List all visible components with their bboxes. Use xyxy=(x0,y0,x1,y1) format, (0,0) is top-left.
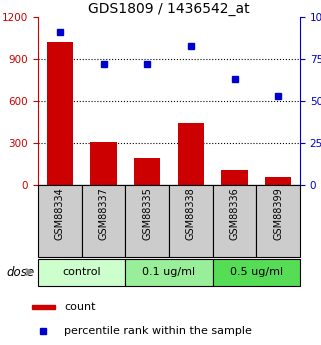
Text: count: count xyxy=(64,302,96,312)
Bar xyxy=(265,177,291,185)
Bar xyxy=(32,305,55,309)
Text: GSM88336: GSM88336 xyxy=(230,187,239,240)
Bar xyxy=(213,185,256,257)
Text: GSM88334: GSM88334 xyxy=(55,187,65,240)
Bar xyxy=(38,258,125,286)
Text: 0.5 ug/ml: 0.5 ug/ml xyxy=(230,267,283,277)
Bar xyxy=(47,42,73,185)
Text: 0.1 ug/ml: 0.1 ug/ml xyxy=(143,267,195,277)
Text: dose: dose xyxy=(6,266,35,278)
Text: GSM88338: GSM88338 xyxy=(186,187,196,240)
Bar xyxy=(38,185,82,257)
Text: GSM88399: GSM88399 xyxy=(273,187,283,240)
Text: control: control xyxy=(62,267,101,277)
Bar xyxy=(178,124,204,185)
Bar xyxy=(125,258,213,286)
Bar xyxy=(125,185,169,257)
Text: GSM88335: GSM88335 xyxy=(142,187,152,240)
Text: GSM88337: GSM88337 xyxy=(99,187,108,240)
Bar xyxy=(169,185,213,257)
Bar xyxy=(256,185,300,257)
Bar xyxy=(134,158,160,185)
Bar xyxy=(213,258,300,286)
Text: percentile rank within the sample: percentile rank within the sample xyxy=(64,326,252,336)
Title: GDS1809 / 1436542_at: GDS1809 / 1436542_at xyxy=(88,2,250,16)
Bar xyxy=(82,185,125,257)
Bar xyxy=(91,142,117,185)
Bar xyxy=(221,170,247,185)
